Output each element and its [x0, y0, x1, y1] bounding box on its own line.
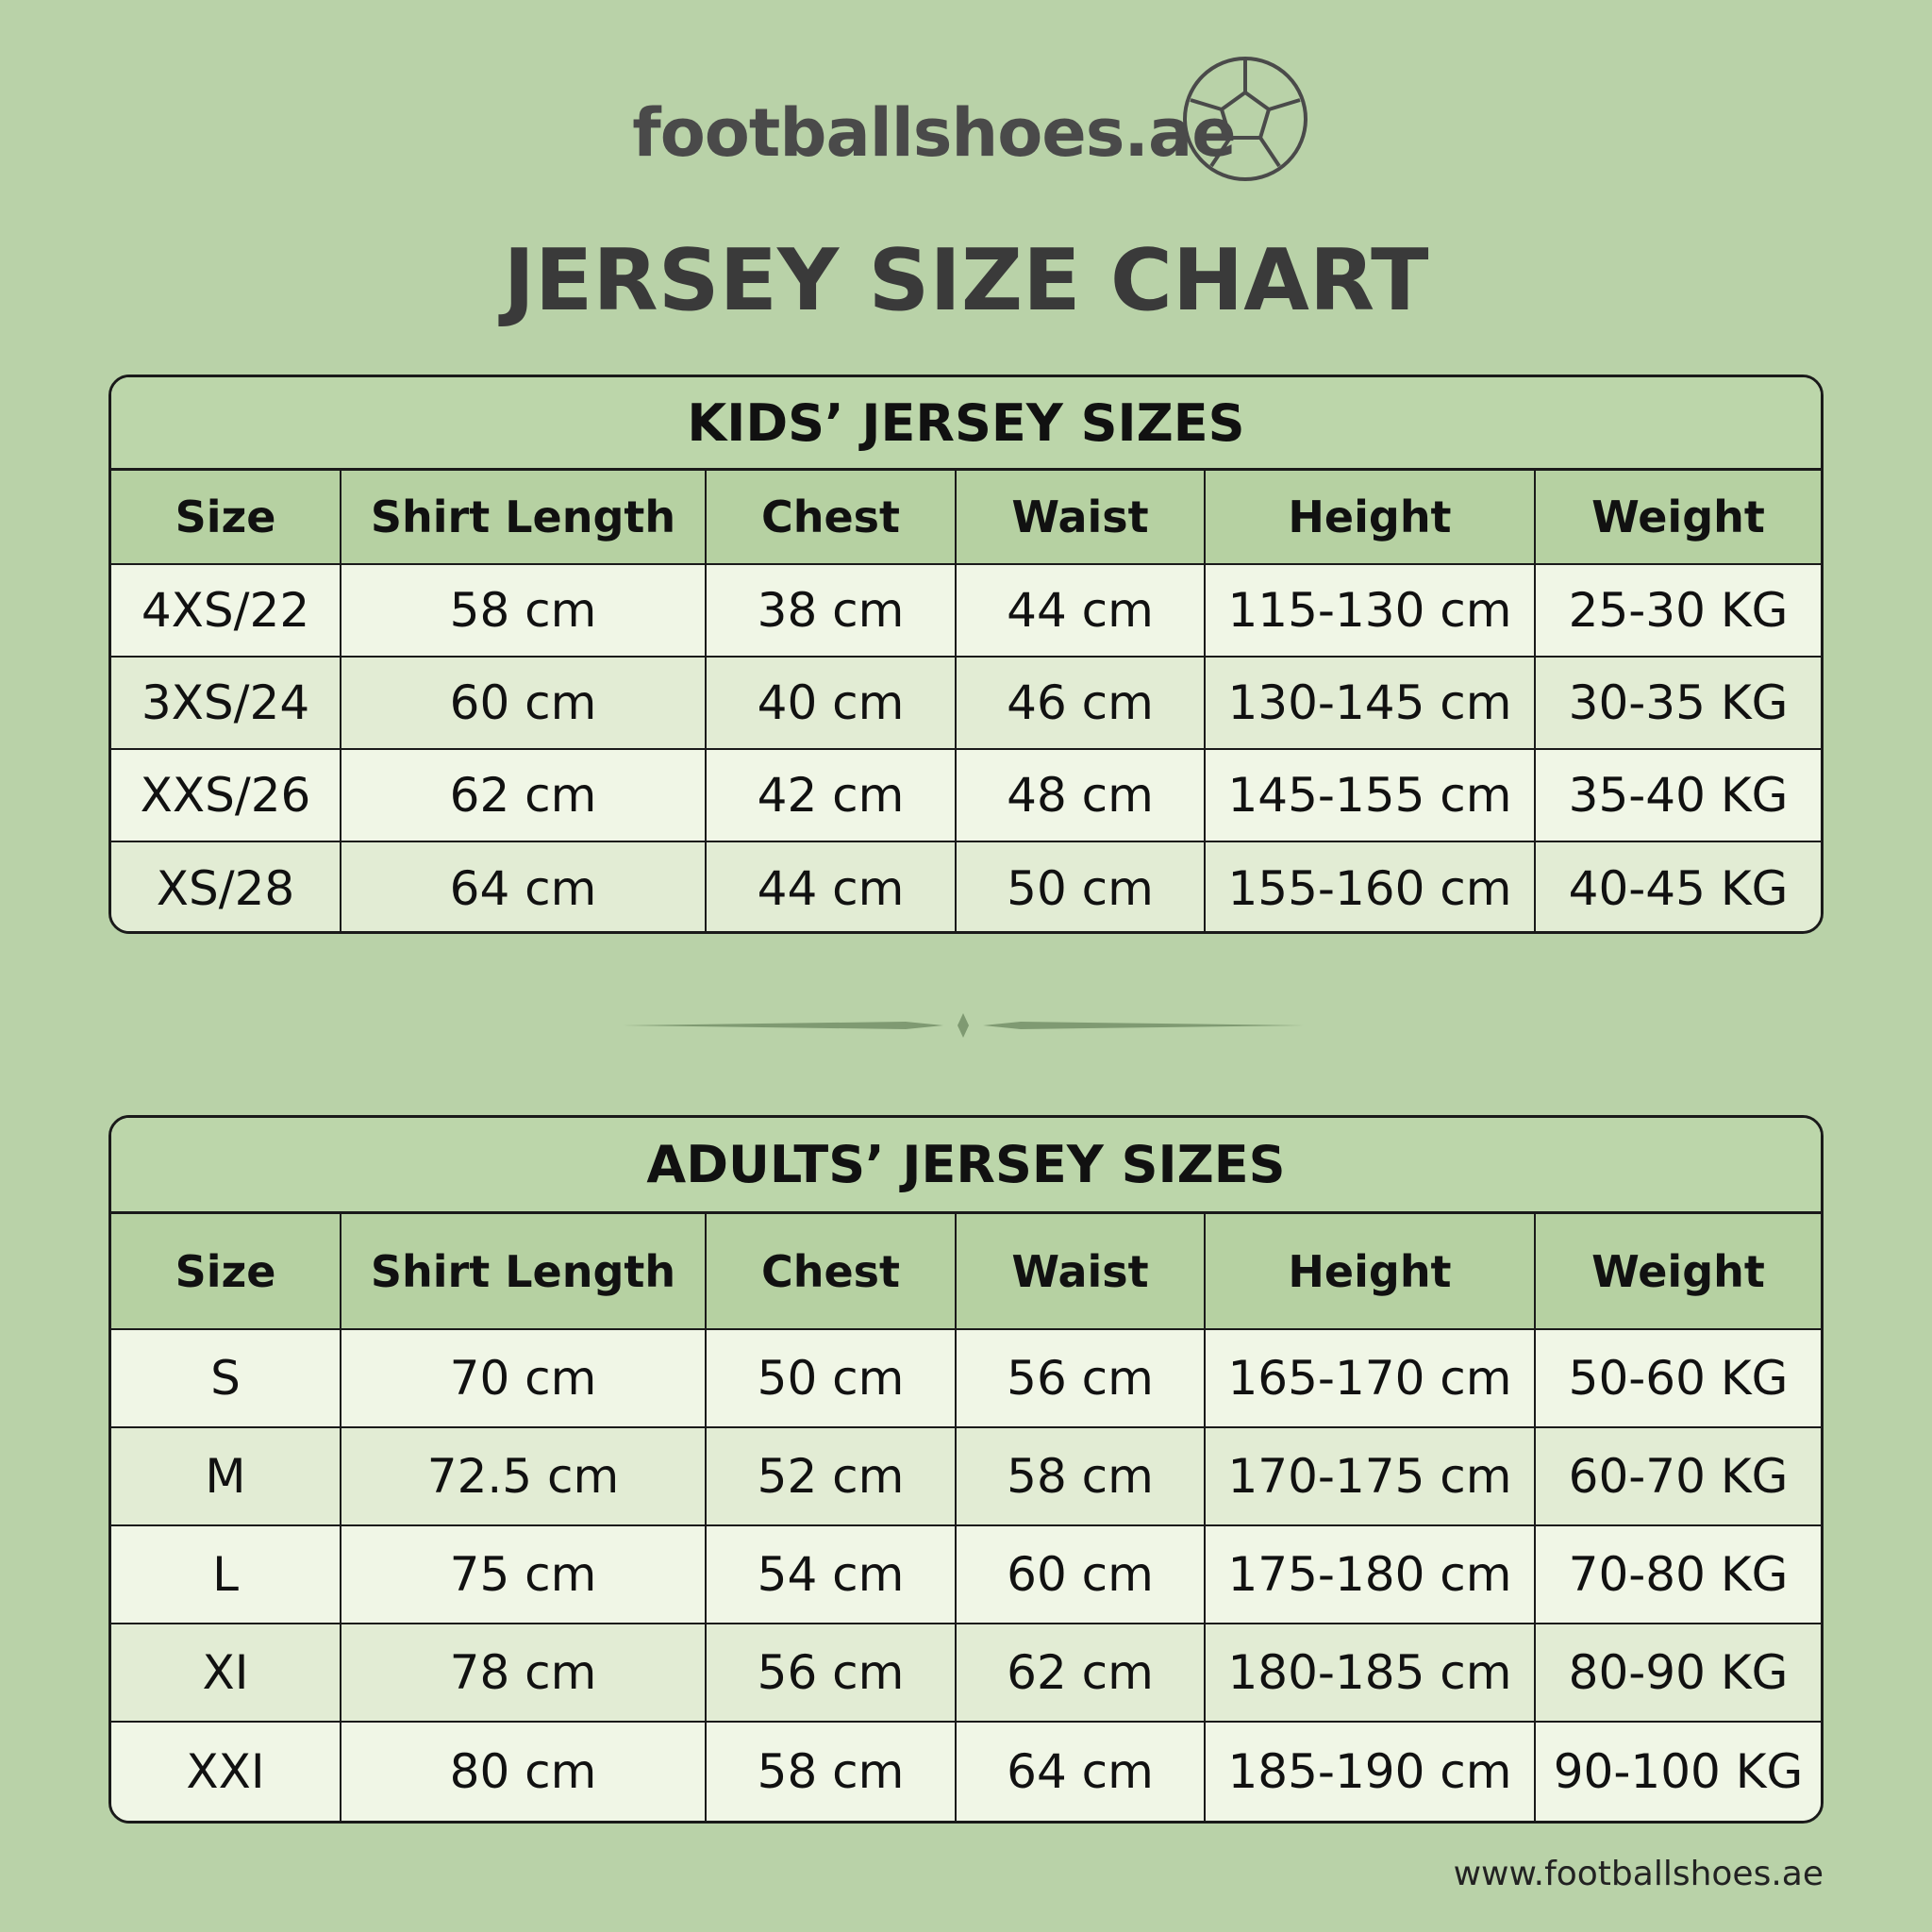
- table-cell: 165-170 cm: [1206, 1330, 1536, 1426]
- table-title: ADULTS’ JERSEY SIZES: [111, 1118, 1821, 1214]
- column-header: Height: [1206, 471, 1536, 563]
- table-cell: 60-70 KG: [1568, 1449, 1789, 1504]
- table-row: XS/28 64 cm 44 cm 50 cm 155-160 cm 40-45 KG: [111, 842, 1821, 931]
- divider: [623, 1013, 1304, 1038]
- table-cell: XXS/26: [111, 750, 341, 841]
- table-cell: 58 cm: [957, 1428, 1206, 1524]
- footer-url: www.footballshoes.ae: [1453, 1855, 1824, 1893]
- table-cell: 4XS/22: [111, 565, 341, 656]
- table-cell: 3XS/24: [111, 658, 341, 748]
- table-cell: 75 cm: [341, 1526, 707, 1623]
- table-cell: 30-35 KG: [1568, 675, 1789, 730]
- table-cell: 60 cm: [341, 658, 707, 748]
- table-cell: 38 cm: [707, 565, 957, 656]
- table-row: M 72.5 cm 52 cm 58 cm 170-175 cm 60-70 KG: [111, 1428, 1821, 1526]
- adults-table: ADULTS’ JERSEY SIZES Size Shirt Length Ches…: [108, 1115, 1824, 1824]
- table-row: 3XS/24 60 cm 40 cm 46 cm 130-145 cm 30-35 KG: [111, 658, 1821, 750]
- table-cell: 35-40 KG: [1568, 768, 1789, 823]
- table-cell: M: [111, 1428, 341, 1524]
- table-cell: 58 cm: [707, 1723, 957, 1821]
- table-cell: 56 cm: [957, 1330, 1206, 1426]
- column-header: Waist: [957, 471, 1206, 563]
- table-cell: 56 cm: [707, 1624, 957, 1721]
- table-row: S 70 cm 50 cm 56 cm 165-170 cm 50-60 KG: [111, 1330, 1821, 1428]
- table-cell: 70-80 KG: [1568, 1547, 1789, 1602]
- header-row: Size Shirt Length Chest Waist Height Weight: [111, 1214, 1821, 1330]
- table-cell: 50 cm: [707, 1330, 957, 1426]
- table-cell: 52 cm: [707, 1428, 957, 1524]
- table-cell: 62 cm: [341, 750, 707, 841]
- table-cell: 155-160 cm: [1206, 842, 1536, 931]
- table-cell: XS/28: [111, 842, 341, 931]
- column-header: Weight: [1591, 1245, 1765, 1297]
- column-header: Size: [111, 1214, 341, 1328]
- table-cell: 58 cm: [341, 565, 707, 656]
- logo: footballshoes.ae: [632, 94, 1236, 172]
- table-cell: 130-145 cm: [1206, 658, 1536, 748]
- column-header: Shirt Length: [341, 471, 707, 563]
- table-row: XXI 80 cm 58 cm 64 cm 185-190 cm 90-100 KG: [111, 1723, 1821, 1821]
- column-header: Shirt Length: [341, 1214, 707, 1328]
- table-cell: 115-130 cm: [1206, 565, 1536, 656]
- table-cell: 25-30 KG: [1568, 583, 1789, 638]
- table-row: 4XS/22 58 cm 38 cm 44 cm 115-130 cm 25-30 KG: [111, 565, 1821, 658]
- header-row: Size Shirt Length Chest Waist Height Weight: [111, 471, 1821, 565]
- table-cell: 170-175 cm: [1206, 1428, 1536, 1524]
- table-cell: 40-45 KG: [1568, 861, 1789, 916]
- table-cell: 60 cm: [957, 1526, 1206, 1623]
- table-row: L 75 cm 54 cm 60 cm 175-180 cm 70-80 KG: [111, 1526, 1821, 1624]
- table-cell: 80 cm: [341, 1723, 707, 1821]
- table-row: XI 78 cm 56 cm 62 cm 180-185 cm 80-90 KG: [111, 1624, 1821, 1723]
- kids-table: KIDS’ JERSEY SIZES Size Shirt Length Chest W…: [108, 375, 1824, 934]
- table-cell: 64 cm: [957, 1723, 1206, 1821]
- table-cell: XXI: [111, 1723, 341, 1821]
- table-cell: 145-155 cm: [1206, 750, 1536, 841]
- page-title: JERSEY SIZE CHART: [503, 231, 1429, 330]
- table-cell: 70 cm: [341, 1330, 707, 1426]
- table-cell: 46 cm: [957, 658, 1206, 748]
- table-cell: 72.5 cm: [341, 1428, 707, 1524]
- table-cell: 78 cm: [341, 1624, 707, 1721]
- table-cell: 185-190 cm: [1206, 1723, 1536, 1821]
- table-cell: 90-100 KG: [1553, 1744, 1804, 1799]
- table-cell: 180-185 cm: [1206, 1624, 1536, 1721]
- table-title: KIDS’ JERSEY SIZES: [111, 377, 1821, 471]
- table-cell: 175-180 cm: [1206, 1526, 1536, 1623]
- table-cell: 80-90 KG: [1568, 1645, 1789, 1700]
- table-cell: XI: [111, 1624, 341, 1721]
- table-row: XXS/26 62 cm 42 cm 48 cm 145-155 cm 35-40 KG: [111, 750, 1821, 842]
- column-header: Waist: [957, 1214, 1206, 1328]
- table-cell: 44 cm: [707, 842, 957, 931]
- table-cell: 40 cm: [707, 658, 957, 748]
- table-cell: 54 cm: [707, 1526, 957, 1623]
- table-cell: 44 cm: [957, 565, 1206, 656]
- table-cell: L: [111, 1526, 341, 1623]
- table-cell: 64 cm: [341, 842, 707, 931]
- table-cell: 50 cm: [957, 842, 1206, 931]
- table-cell: 48 cm: [957, 750, 1206, 841]
- column-header: Weight: [1591, 491, 1765, 542]
- table-cell: 42 cm: [707, 750, 957, 841]
- column-header: Size: [111, 471, 341, 563]
- column-header: Chest: [707, 1214, 957, 1328]
- column-header: Height: [1206, 1214, 1536, 1328]
- table-cell: 62 cm: [957, 1624, 1206, 1721]
- table-cell: S: [111, 1330, 341, 1426]
- table-cell: 50-60 KG: [1568, 1351, 1789, 1406]
- column-header: Chest: [707, 471, 957, 563]
- ball-icon: [1183, 57, 1307, 181]
